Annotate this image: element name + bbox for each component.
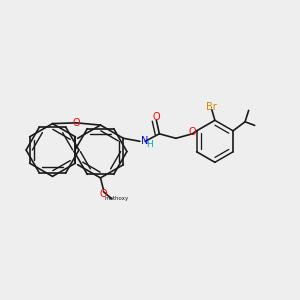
Text: O: O xyxy=(100,189,107,200)
Text: Br: Br xyxy=(206,102,217,112)
Text: N: N xyxy=(141,136,148,146)
Text: O: O xyxy=(189,127,196,137)
Text: methoxy: methoxy xyxy=(105,196,129,201)
Text: H: H xyxy=(146,140,153,149)
Text: O: O xyxy=(153,112,160,122)
Text: O: O xyxy=(73,118,80,128)
